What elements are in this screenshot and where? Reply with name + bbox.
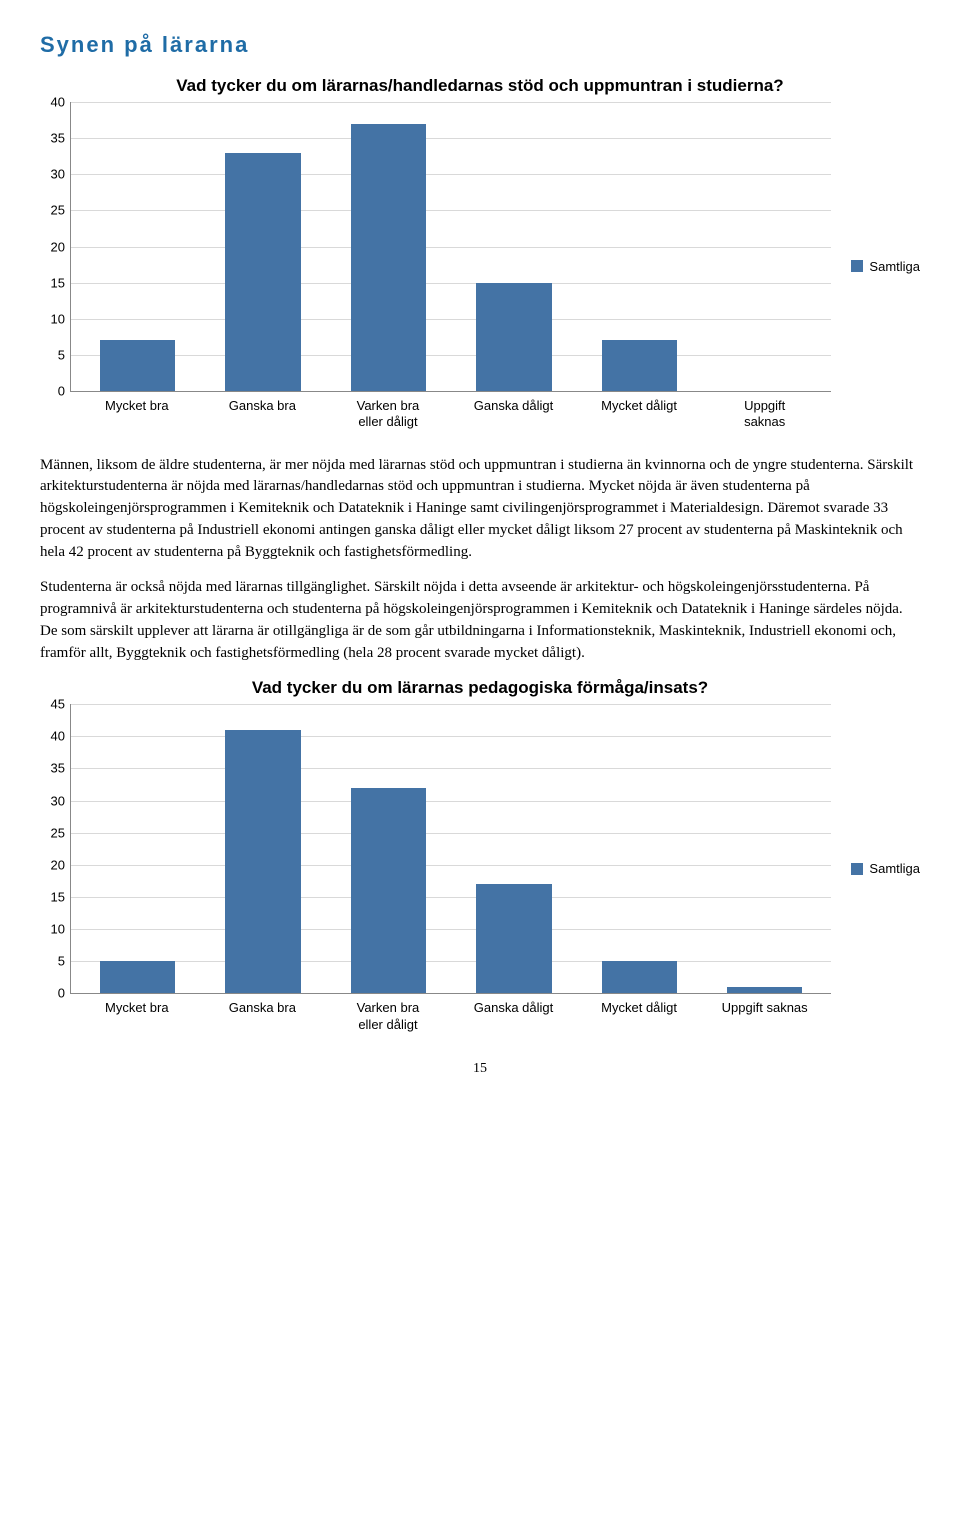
y-tick-label: 40: [41, 729, 65, 744]
y-tick-label: 10: [41, 311, 65, 326]
bar-slot: [702, 704, 827, 993]
bar: [351, 788, 426, 994]
bar: [476, 283, 551, 391]
y-tick-label: 0: [41, 986, 65, 1001]
y-tick-label: 40: [41, 95, 65, 110]
x-tick-label: Varken braeller dåligt: [325, 1000, 451, 1033]
chart1-legend: Samtliga: [851, 259, 920, 274]
bar: [351, 124, 426, 391]
x-tick-label: Mycket dåligt: [576, 398, 702, 431]
page-number: 15: [40, 1061, 920, 1077]
bar: [476, 884, 551, 993]
x-tick-label: Ganska dåligt: [451, 1000, 577, 1033]
x-tick-label: Varken braeller dåligt: [325, 398, 451, 431]
legend-swatch: [851, 260, 863, 272]
bar-slot: [326, 102, 451, 391]
bar-slot: [577, 704, 702, 993]
bar-slot: [75, 704, 200, 993]
bar-slot: [451, 102, 576, 391]
bar-slot: [200, 102, 325, 391]
bar: [727, 987, 802, 993]
bar-slot: [326, 704, 451, 993]
chart2-title: Vad tycker du om lärarnas pedagogiska fö…: [170, 678, 790, 698]
chart2-axis-area: 051015202530354045 Mycket braGanska braV…: [70, 704, 831, 1033]
chart2-legend: Samtliga: [851, 861, 920, 876]
y-tick-label: 15: [41, 275, 65, 290]
legend-label: Samtliga: [869, 861, 920, 876]
bar: [225, 153, 300, 391]
x-tick-label: Mycket bra: [74, 1000, 200, 1033]
section-heading: Synen på lärarna: [40, 32, 920, 58]
chart1-title: Vad tycker du om lärarnas/handledarnas s…: [170, 76, 790, 96]
legend-label: Samtliga: [869, 259, 920, 274]
paragraph: Studenterna är också nöjda med lärarnas …: [40, 577, 920, 664]
bar-slot: [75, 102, 200, 391]
y-tick-label: 20: [41, 857, 65, 872]
x-tick-label: Ganska dåligt: [451, 398, 577, 431]
y-tick-label: 20: [41, 239, 65, 254]
chart1-container: 0510152025303540 Mycket braGanska braVar…: [40, 102, 920, 431]
chart2-xlabels: Mycket braGanska braVarken braeller dåli…: [70, 994, 831, 1033]
bar-slot: [451, 704, 576, 993]
x-tick-label: Mycket bra: [74, 398, 200, 431]
body-text: Männen, liksom de äldre studenterna, är …: [40, 455, 920, 665]
x-tick-label: Mycket dåligt: [576, 1000, 702, 1033]
chart1-bars: [71, 102, 831, 391]
chart2-container: 051015202530354045 Mycket braGanska braV…: [40, 704, 920, 1033]
bar: [100, 961, 175, 993]
bar: [602, 340, 677, 391]
y-tick-label: 35: [41, 761, 65, 776]
y-tick-label: 35: [41, 131, 65, 146]
y-tick-label: 30: [41, 793, 65, 808]
bar: [225, 730, 300, 993]
y-tick-label: 15: [41, 889, 65, 904]
y-tick-label: 25: [41, 825, 65, 840]
bar: [100, 340, 175, 391]
bar-slot: [577, 102, 702, 391]
chart1-plot: 0510152025303540: [70, 102, 831, 392]
legend-swatch: [851, 863, 863, 875]
y-tick-label: 30: [41, 167, 65, 182]
chart1-xlabels: Mycket braGanska braVarken braeller dåli…: [70, 392, 831, 431]
bar-slot: [702, 102, 827, 391]
x-tick-label: Uppgift saknas: [702, 1000, 828, 1033]
bar-slot: [200, 704, 325, 993]
y-tick-label: 45: [41, 697, 65, 712]
chart2-plot: 051015202530354045: [70, 704, 831, 994]
y-tick-label: 10: [41, 922, 65, 937]
y-tick-label: 5: [41, 954, 65, 969]
x-tick-label: Uppgiftsaknas: [702, 398, 828, 431]
paragraph: Männen, liksom de äldre studenterna, är …: [40, 455, 920, 564]
bar: [602, 961, 677, 993]
y-tick-label: 5: [41, 347, 65, 362]
x-tick-label: Ganska bra: [200, 398, 326, 431]
chart2-bars: [71, 704, 831, 993]
x-tick-label: Ganska bra: [200, 1000, 326, 1033]
y-tick-label: 25: [41, 203, 65, 218]
chart1-axis-area: 0510152025303540 Mycket braGanska braVar…: [70, 102, 831, 431]
y-tick-label: 0: [41, 384, 65, 399]
